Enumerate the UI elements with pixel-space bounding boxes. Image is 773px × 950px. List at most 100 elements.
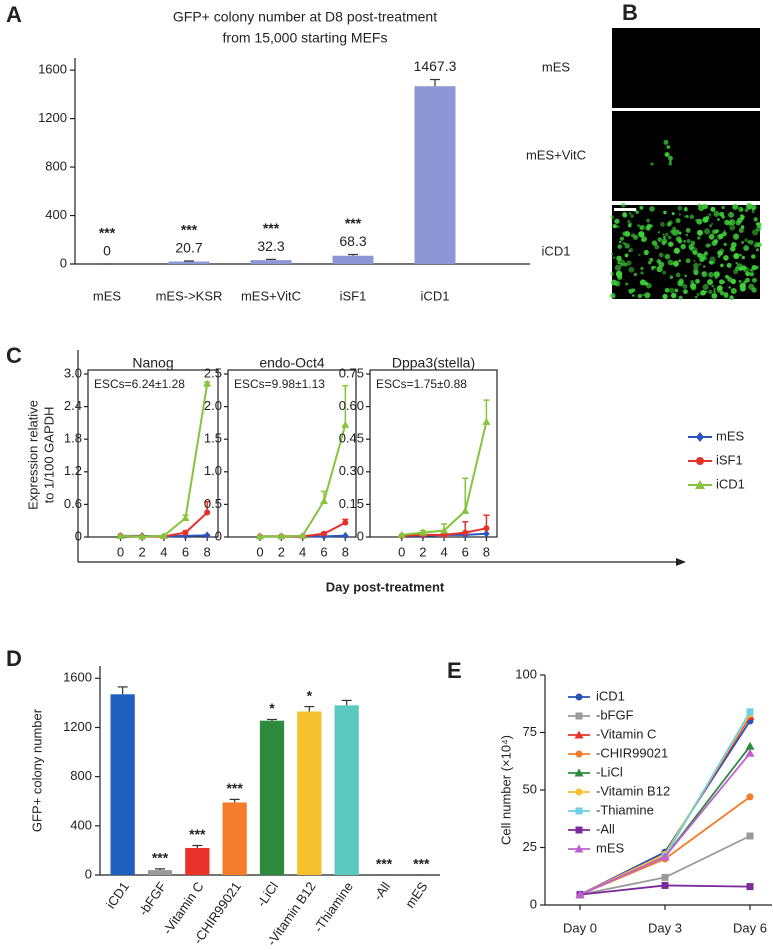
marker xyxy=(320,497,328,505)
significance: *** xyxy=(181,222,198,238)
significance: *** xyxy=(99,225,116,241)
gfp-signal xyxy=(628,247,634,253)
gfp-signal xyxy=(733,253,740,260)
gfp-signal xyxy=(717,254,721,258)
significance: *** xyxy=(152,850,169,866)
gfp-signal xyxy=(735,261,738,265)
gfp-signal xyxy=(711,284,715,288)
legend-label: -LiCl xyxy=(596,764,623,779)
y-axis-label: GFP+ colony number xyxy=(29,708,44,832)
y-axis-label: to 1/100 GAPDH xyxy=(41,407,56,504)
gfp-signal xyxy=(688,246,694,251)
gfp-signal xyxy=(730,288,737,295)
gfp-signal xyxy=(646,218,650,223)
gfp-signal xyxy=(708,233,715,240)
gfp-signal xyxy=(720,263,724,268)
y-tick-label: 1.2 xyxy=(64,463,82,478)
gfp-signal xyxy=(661,238,668,244)
gfp-signal xyxy=(627,219,631,223)
gfp-signal xyxy=(695,278,700,284)
y-tick-label: 0.60 xyxy=(339,398,364,413)
gfp-signal xyxy=(649,257,654,262)
gfp-signal xyxy=(714,275,718,280)
x-axis-label: Day post-treatment xyxy=(326,579,445,594)
gfp-signal xyxy=(619,240,622,244)
gfp-signal xyxy=(747,240,751,244)
x-tick-label: mES+VitC xyxy=(241,288,301,303)
x-tick-label: 2 xyxy=(139,544,146,559)
marker xyxy=(746,832,754,840)
y-tick-label: 1600 xyxy=(38,62,67,77)
gfp-signal xyxy=(749,268,753,272)
gfp-signal xyxy=(678,231,682,235)
gfp-signal xyxy=(638,253,641,257)
gfp-signal xyxy=(637,224,640,227)
marker xyxy=(746,793,754,801)
y-tick-label: 0.45 xyxy=(339,431,364,446)
gfp-signal xyxy=(664,232,669,237)
gfp-signal xyxy=(708,289,713,295)
gfp-signal xyxy=(610,271,614,276)
gfp-signal xyxy=(702,283,709,291)
chart-title: from 15,000 starting MEFs xyxy=(223,30,388,46)
gfp-signal xyxy=(729,224,736,231)
y-tick-label: 400 xyxy=(45,207,67,222)
gfp-signal xyxy=(741,256,745,259)
gfp-signal xyxy=(672,233,675,236)
gfp-signal xyxy=(702,216,709,223)
gfp-signal xyxy=(729,295,734,301)
plot-frame xyxy=(369,369,498,538)
gfp-signal xyxy=(658,261,665,268)
x-tick-label: Day 3 xyxy=(648,920,682,935)
gfp-signal xyxy=(685,258,691,264)
gfp-signal xyxy=(622,231,627,237)
marker xyxy=(745,741,755,750)
gfp-signal xyxy=(751,254,756,259)
gfp-signal xyxy=(739,253,742,257)
gfp-signal xyxy=(639,279,647,286)
x-tick-label: Day 6 xyxy=(733,920,767,935)
gfp-signal xyxy=(723,292,729,298)
marker xyxy=(575,712,583,720)
marker xyxy=(483,525,490,532)
x-tick-label: -LiCl xyxy=(254,879,282,910)
gfp-signal xyxy=(723,229,726,232)
marker xyxy=(204,531,211,540)
gfp-signal xyxy=(628,266,635,273)
marker xyxy=(440,526,449,534)
gfp-signal xyxy=(708,271,714,278)
gfp-signal xyxy=(702,271,705,275)
marker xyxy=(342,519,349,526)
gfp-signal xyxy=(640,266,644,270)
gfp-signal xyxy=(697,236,701,240)
gfp-signal xyxy=(656,266,663,273)
gfp-signal xyxy=(662,293,668,300)
y-tick-label: 0.15 xyxy=(339,496,364,511)
bar xyxy=(259,720,285,875)
x-tick-label: 0 xyxy=(256,544,263,559)
micrograph xyxy=(612,205,760,299)
gfp-signal xyxy=(684,274,687,278)
x-tick-label: 2 xyxy=(278,544,285,559)
gfp-signal xyxy=(635,210,639,214)
significance: *** xyxy=(226,780,243,796)
legend-label: mES xyxy=(596,840,625,855)
gfp-signal xyxy=(696,292,700,297)
gfp-signal xyxy=(619,259,626,266)
value-label: 68.3 xyxy=(339,233,366,249)
x-tick-label: 0 xyxy=(398,544,405,559)
gfp-signal xyxy=(642,293,645,297)
gfp-signal xyxy=(723,255,729,261)
bar xyxy=(110,694,135,875)
y-tick-label: 100 xyxy=(515,666,537,681)
gfp-signal xyxy=(632,294,635,297)
x-tick-label: 8 xyxy=(342,544,349,559)
gfp-signal xyxy=(614,264,622,271)
marker xyxy=(746,883,754,891)
gfp-signal xyxy=(615,270,623,278)
marker xyxy=(695,480,705,489)
gfp-signal xyxy=(678,295,683,300)
gfp-signal xyxy=(669,159,672,163)
gfp-signal xyxy=(683,289,688,295)
